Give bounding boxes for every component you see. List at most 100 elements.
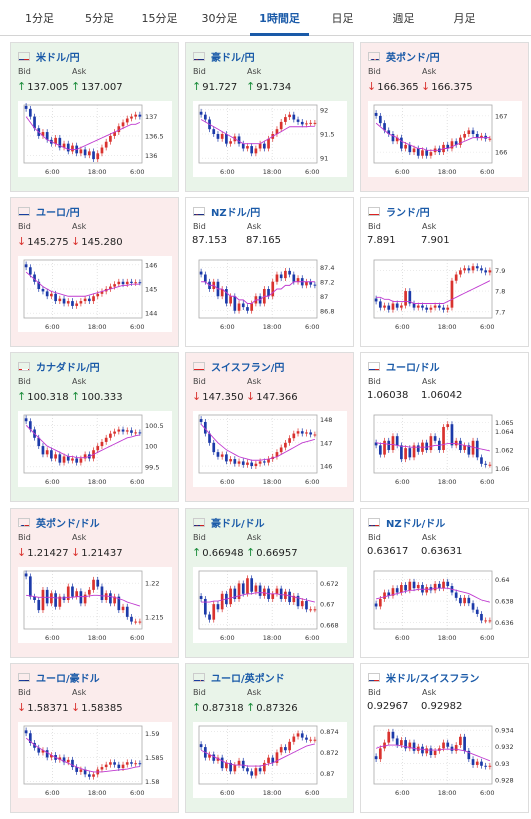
candle-body xyxy=(75,458,79,463)
currency-card[interactable]: ユーロ/豪ドル Bid Ask ↓1.58371 ↓1.58385 1.59 1.585 1.… xyxy=(10,663,179,813)
currency-card[interactable]: 豪ドル/ドル Bid Ask ↑0.66948 ↑0.66957 0.672 0.67 0.6… xyxy=(185,508,354,658)
candle-body xyxy=(387,305,391,310)
candle-body xyxy=(138,432,142,434)
candle-body xyxy=(208,614,211,620)
candle-body xyxy=(37,600,41,611)
pair-name-link[interactable]: 英ポンド/円 xyxy=(386,53,440,64)
mini-chart[interactable]: 146 145 144 6:00 18:00 6:00 xyxy=(18,256,172,332)
candle-body xyxy=(71,458,74,461)
mini-chart[interactable]: 148 147 146 6:00 18:00 6:00 xyxy=(193,411,347,487)
currency-card[interactable]: ユーロ/英ポンド Bid Ask ↑0.87318 ↑0.87326 0.874 0.872… xyxy=(185,663,354,813)
bid-text: 0.87318 xyxy=(202,703,244,714)
candle-body xyxy=(421,584,424,593)
mini-chart[interactable]: 0.934 0.932 0.93 0.928 6:00 18:00 6:00 xyxy=(368,722,522,798)
mini-chart[interactable]: 137 136.5 136 6:00 18:00 6:00 xyxy=(18,101,172,177)
mini-chart[interactable]: 1.22 1.215 6:00 18:00 6:00 xyxy=(18,567,172,643)
pair-name-link[interactable]: 豪ドル/ドル xyxy=(211,519,265,530)
candle-body xyxy=(79,149,83,154)
tab-1[interactable]: 5分足 xyxy=(85,12,114,25)
candle-body xyxy=(459,736,462,746)
pair-name-link[interactable]: 米ドル/スイスフラン xyxy=(386,674,480,685)
pair-name-link[interactable]: ランド/円 xyxy=(386,208,430,219)
mini-chart[interactable]: 0.64 0.638 0.636 6:00 18:00 6:00 xyxy=(368,567,522,643)
pair-name-link[interactable]: スイスフラン/円 xyxy=(211,363,285,374)
bid-value: ↑100.318 xyxy=(17,390,69,403)
candle-body xyxy=(109,762,112,765)
candle-body xyxy=(387,130,391,134)
candle-body xyxy=(391,134,395,142)
currency-card[interactable]: 米ドル/スイスフラン Bid Ask 0.92967 0.92982 0.934 0.932… xyxy=(360,663,529,813)
pair-name-link[interactable]: 英ポンド/ドル xyxy=(36,519,100,530)
flag-gb-us-icon xyxy=(18,518,30,527)
candle-body xyxy=(24,105,28,109)
tab-6[interactable]: 週足 xyxy=(392,12,415,25)
candle-body xyxy=(216,757,220,761)
mini-chart[interactable]: 1.59 1.585 1.58 6:00 18:00 6:00 xyxy=(18,722,172,798)
candle-body xyxy=(233,588,237,599)
currency-card[interactable]: 英ポンド/ドル Bid Ask ↓1.21427 ↓1.21437 1.22 1.215 6:… xyxy=(10,508,179,658)
currency-card[interactable]: ユーロ/ドル Bid Ask 1.06038 1.06042 1.065 1.064 1.06… xyxy=(360,352,529,502)
pair-name-link[interactable]: ユーロ/英ポンド xyxy=(211,674,285,685)
mini-chart[interactable]: 92 91.5 91 6:00 18:00 6:00 xyxy=(193,101,347,177)
bid-text: 137.005 xyxy=(27,82,69,93)
candlestick-chart: 167 166 6:00 18:00 6:00 xyxy=(373,104,507,176)
pair-name-link[interactable]: NZドル/ドル xyxy=(386,519,446,530)
currency-card[interactable]: 豪ドル/円 Bid Ask ↑91.727 ↑91.734 92 91.5 91 6:00 18:… xyxy=(185,42,354,192)
flag-ca-icon xyxy=(18,362,30,371)
currency-card[interactable]: ユーロ/円 Bid Ask ↓145.275 ↓145.280 146 145 144 6:00… xyxy=(10,197,179,347)
currency-card[interactable]: 英ポンド/円 Bid Ask ↓166.365 ↓166.375 167 166 6:00 18… xyxy=(360,42,529,192)
pair-name-link[interactable]: ユーロ/豪ドル xyxy=(36,674,100,685)
candle-body xyxy=(50,593,53,604)
candle-body xyxy=(121,281,125,285)
currency-card[interactable]: NZドル/円 Bid Ask 87.153 87.165 87.4 87.2 87 86.8 6:… xyxy=(185,197,354,347)
y-tick-label: 144 xyxy=(145,310,157,318)
candle-body xyxy=(475,761,479,765)
currency-card[interactable]: ランド/円 Bid Ask 7.891 7.901 7.9 7.8 7.7 6:00 18:00 6… xyxy=(360,197,529,347)
candle-body xyxy=(374,442,378,446)
candle-body xyxy=(28,108,32,117)
tab-5[interactable]: 日足 xyxy=(331,12,354,25)
candle-body xyxy=(241,143,245,149)
tab-0[interactable]: 1分足 xyxy=(25,12,54,25)
candle-body xyxy=(246,578,249,594)
candle-body xyxy=(125,606,129,617)
y-tick-label: 0.874 xyxy=(320,728,339,736)
ask-label: Ask xyxy=(422,67,437,76)
candle-body xyxy=(412,148,416,153)
mini-chart[interactable]: 0.672 0.67 0.668 6:00 18:00 6:00 xyxy=(193,567,347,643)
mini-chart[interactable]: 7.9 7.8 7.7 6:00 18:00 6:00 xyxy=(368,256,522,332)
candle-body xyxy=(463,445,466,450)
pair-name-link[interactable]: 米ドル/円 xyxy=(36,53,80,64)
currency-card[interactable]: カナダドル/円 Bid Ask ↑100.318 ↑100.333 100.5 100 99.… xyxy=(10,352,179,502)
candle-body xyxy=(387,731,391,743)
pair-name-link[interactable]: ユーロ/ドル xyxy=(386,363,440,374)
candle-body xyxy=(71,301,74,306)
tab-7[interactable]: 月足 xyxy=(453,12,476,25)
tab-4[interactable]: 1時間足 xyxy=(250,0,309,36)
bid-label: Bid xyxy=(18,533,31,542)
tab-2[interactable]: 15分足 xyxy=(141,12,178,25)
mini-chart[interactable]: 0.874 0.872 0.87 6:00 18:00 6:00 xyxy=(193,722,347,798)
candle-body xyxy=(412,445,416,458)
currency-card[interactable]: 米ドル/円 Bid Ask ↑137.005 ↑137.007 137 136.5 136 6:… xyxy=(10,42,179,192)
candle-body xyxy=(300,431,304,434)
currency-card[interactable]: NZドル/ドル Bid Ask 0.63617 0.63631 0.64 0.638 0.63… xyxy=(360,508,529,658)
mini-chart[interactable]: 1.065 1.064 1.062 1.06 6:00 18:00 6:00 xyxy=(368,411,522,487)
pair-name-link[interactable]: カナダドル/円 xyxy=(36,363,100,374)
pair-name-link[interactable]: 豪ドル/円 xyxy=(211,53,255,64)
ask-value: ↑0.66957 xyxy=(246,546,298,559)
candle-body xyxy=(416,584,420,589)
pair-name-link[interactable]: NZドル/円 xyxy=(211,208,261,219)
candle-body xyxy=(459,137,462,145)
candle-body xyxy=(104,141,108,148)
pair-name-link[interactable]: ユーロ/円 xyxy=(36,208,80,219)
tab-3[interactable]: 30分足 xyxy=(201,12,238,25)
mini-chart[interactable]: 167 166 6:00 18:00 6:00 xyxy=(368,101,522,177)
mini-chart[interactable]: 87.4 87.2 87 86.8 6:00 18:00 6:00 xyxy=(193,256,347,332)
arrow-down-icon: ↓ xyxy=(421,80,431,93)
mini-chart[interactable]: 100.5 100 99.5 6:00 18:00 6:00 xyxy=(18,411,172,487)
currency-card[interactable]: スイスフラン/円 Bid Ask ↓147.350 ↓147.366 148 147 146 6… xyxy=(185,352,354,502)
candle-body xyxy=(429,748,433,755)
candle-body xyxy=(138,763,142,765)
candle-body xyxy=(459,597,462,604)
